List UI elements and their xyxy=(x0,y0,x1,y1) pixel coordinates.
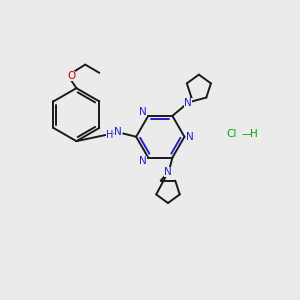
Text: O: O xyxy=(67,71,75,81)
Text: N: N xyxy=(186,132,194,142)
Text: N: N xyxy=(114,127,122,137)
Text: N: N xyxy=(139,107,147,117)
Text: N: N xyxy=(164,167,172,177)
Text: N: N xyxy=(139,156,147,166)
Text: Cl: Cl xyxy=(226,129,237,139)
Text: H: H xyxy=(106,130,113,140)
Text: H: H xyxy=(250,129,258,139)
Text: —: — xyxy=(242,129,252,139)
Text: N: N xyxy=(184,98,192,108)
